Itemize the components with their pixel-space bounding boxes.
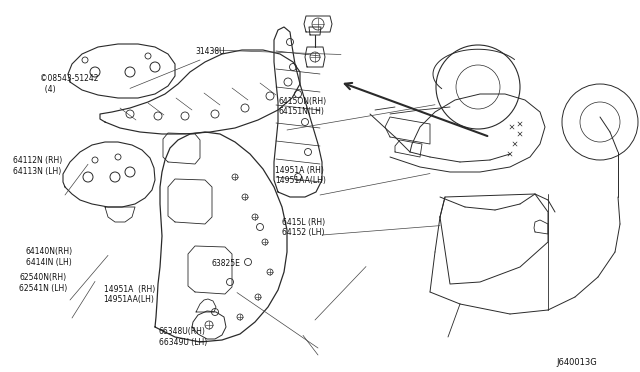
Text: 63825E: 63825E	[211, 259, 240, 267]
Text: 31438U: 31438U	[195, 46, 225, 55]
Text: J640013G: J640013G	[557, 358, 598, 367]
Text: 14951A (RH)
14951AA(LH): 14951A (RH) 14951AA(LH)	[275, 166, 326, 185]
Text: 6415L (RH)
64152 (LH): 6415L (RH) 64152 (LH)	[282, 218, 324, 237]
Text: 6415ON(RH)
64151N(LH): 6415ON(RH) 64151N(LH)	[278, 97, 326, 116]
Text: 66348U(RH)
66349U (LH): 66348U(RH) 66349U (LH)	[159, 327, 207, 347]
Text: ©08543-51242
  (4): ©08543-51242 (4)	[40, 74, 98, 94]
Text: 14951A  (RH)
14951AA(LH): 14951A (RH) 14951AA(LH)	[104, 285, 155, 304]
Text: 64140N(RH)
6414IN (LH): 64140N(RH) 6414IN (LH)	[26, 247, 73, 267]
Text: 64112N (RH)
64113N (LH): 64112N (RH) 64113N (LH)	[13, 156, 62, 176]
Text: 62540N(RH)
62541N (LH): 62540N(RH) 62541N (LH)	[19, 273, 67, 293]
